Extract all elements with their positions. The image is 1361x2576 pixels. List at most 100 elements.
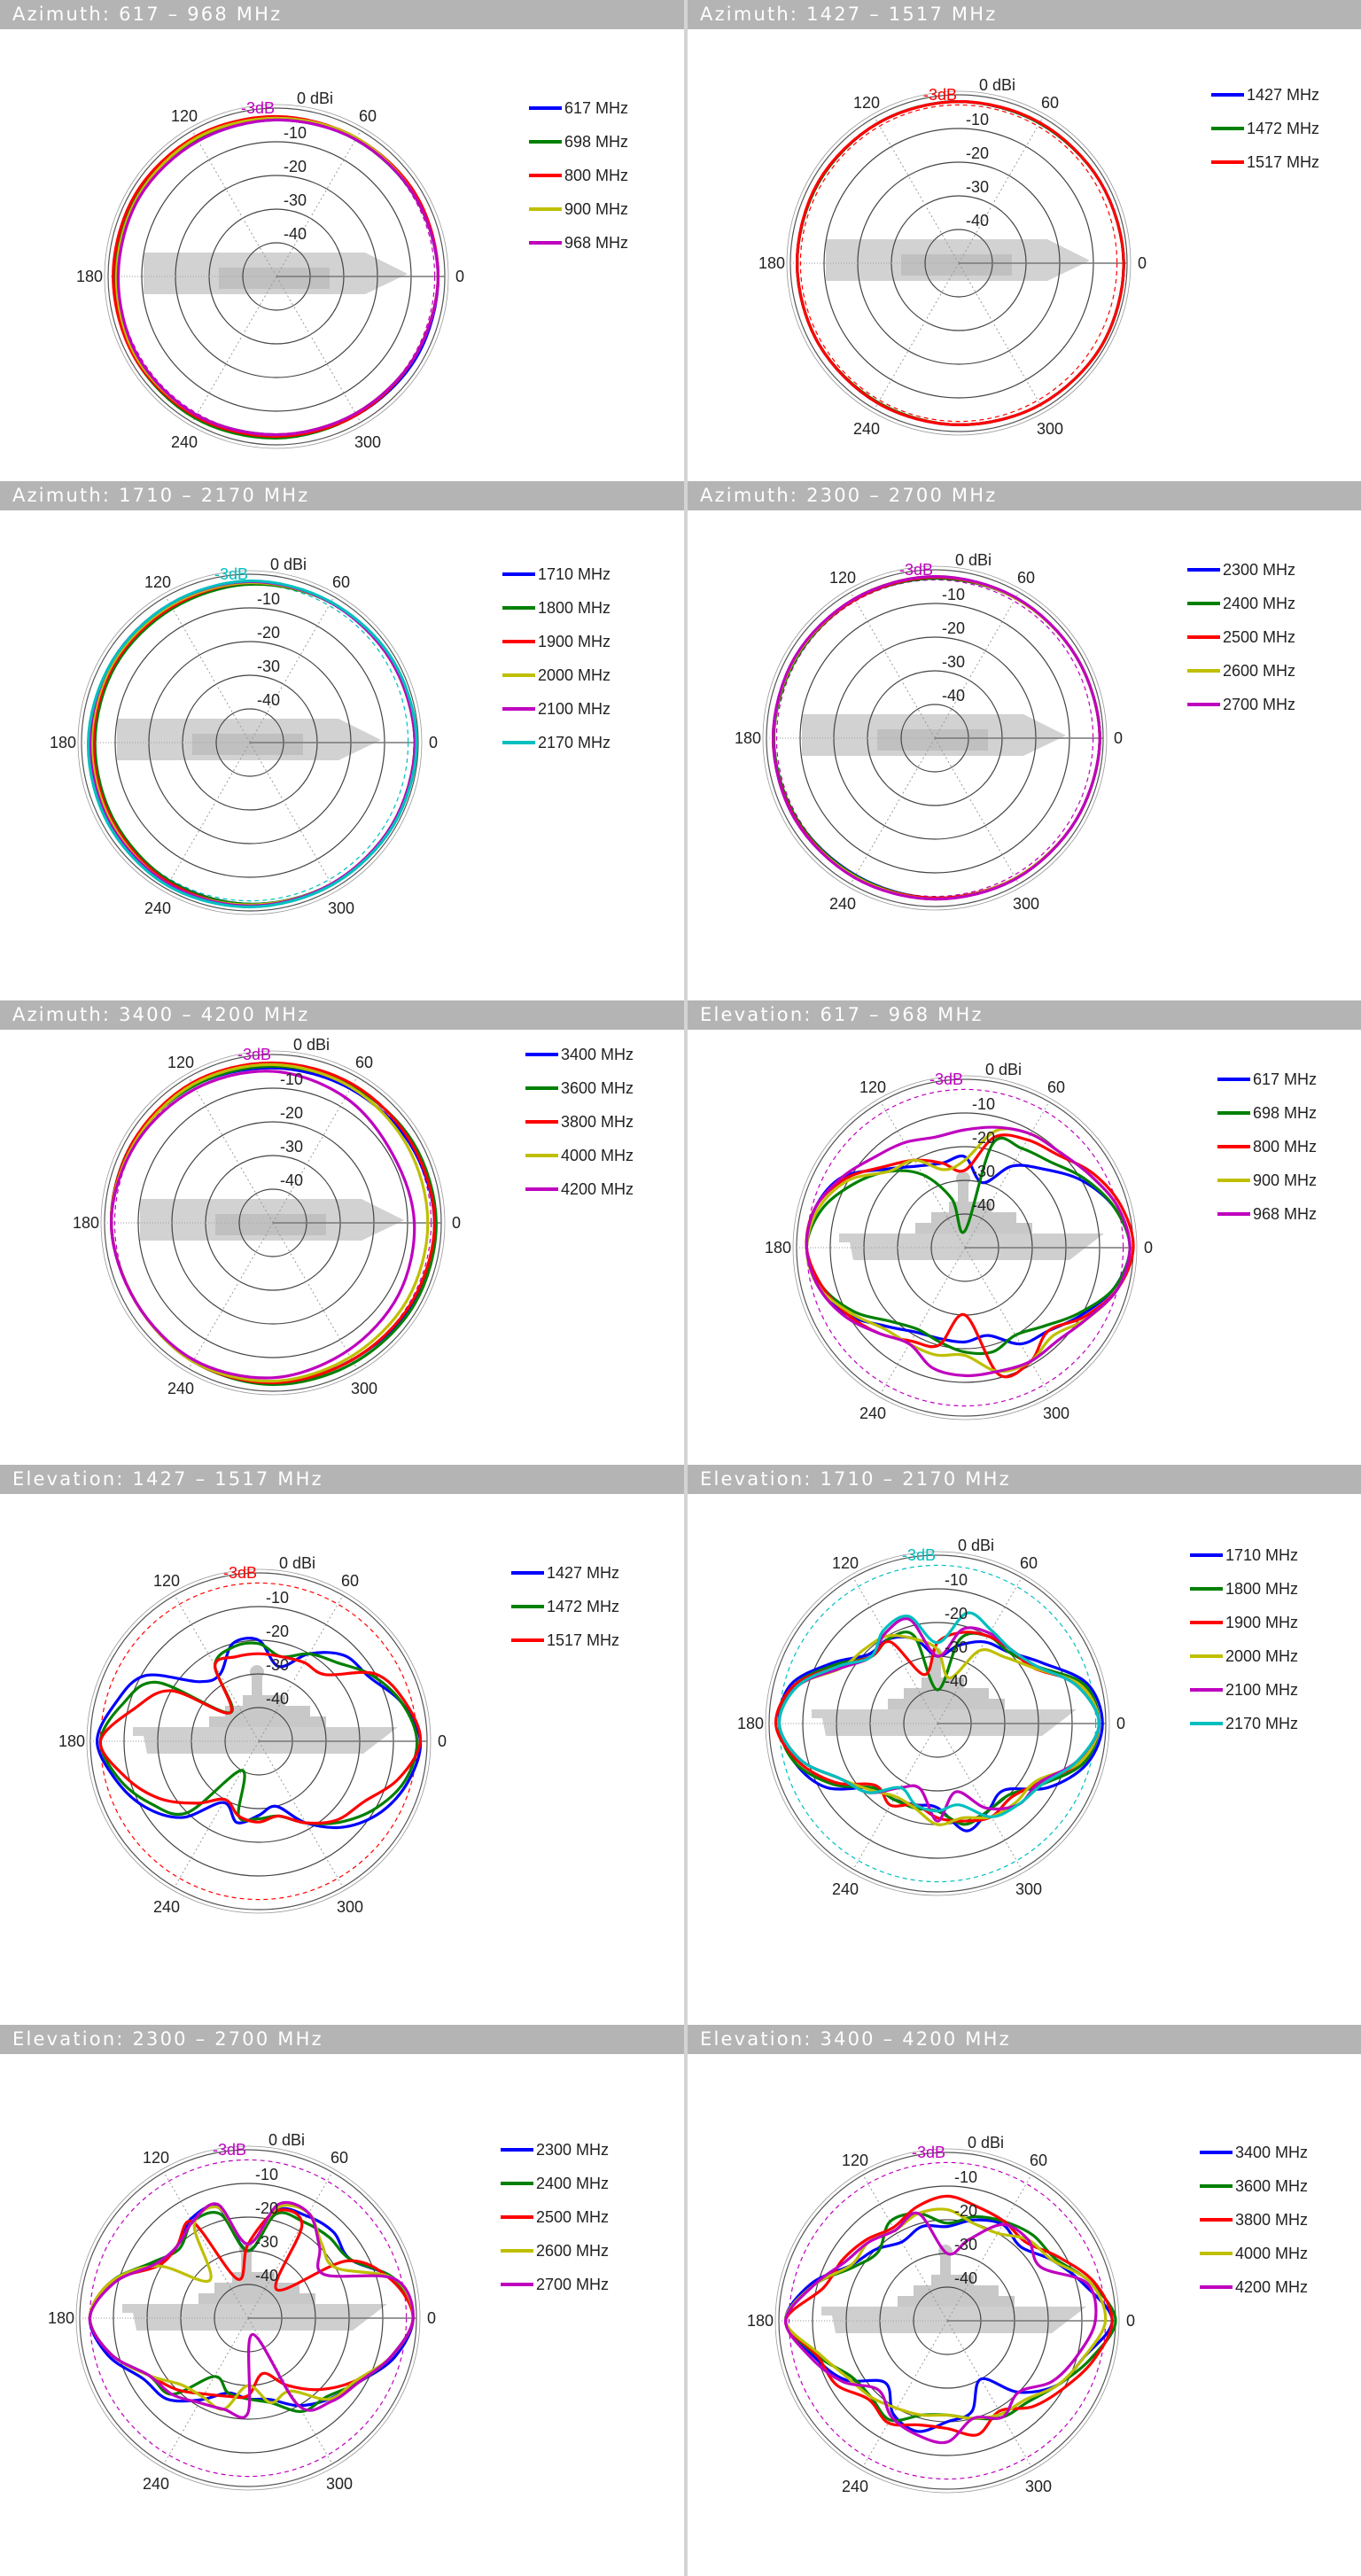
legend-label: 1472 MHz — [1247, 120, 1319, 137]
radial-tick-label: -20 — [945, 1605, 968, 1623]
polar-chart: -3dB 0 dBi -10 -20 -30 -40 0 60 120 180 240 300 1427… — [758, 76, 1319, 438]
radial-tick-label: -40 — [284, 225, 307, 243]
polar-chart: -3dB 0 dBi -10 -20 -30 -40 0 60 120 180 240 300 617 … — [765, 1061, 1317, 1422]
polar-chart: -3dB 0 dBi -10 -20 -30 -40 0 60 120 180 240 300 2300… — [735, 551, 1295, 913]
radial-tick-label: -40 — [255, 2267, 278, 2284]
column-divider — [684, 0, 688, 2576]
angle-tick-label: 240 — [153, 1898, 180, 1916]
angle-tick-label: 60 — [331, 2149, 348, 2167]
radial-tick-label: -30 — [954, 2236, 977, 2253]
grid-spoke — [165, 742, 251, 889]
ship-silhouette — [140, 1199, 404, 1241]
angle-tick-label: 300 — [1025, 2478, 1052, 2495]
panel-title: Elevation: 1427 – 1517 MHz — [0, 1465, 684, 1494]
legend-label: 2170 MHz — [538, 734, 611, 751]
minus-3db-ring — [799, 104, 1118, 423]
legend-label: 900 MHz — [564, 200, 628, 218]
angle-tick-label: 0 — [429, 734, 438, 751]
radial-tick-label: -10 — [972, 1095, 995, 1113]
series-line — [777, 1611, 1100, 1818]
angle-tick-label: 180 — [737, 1715, 764, 1732]
legend-label: 2300 MHz — [1223, 561, 1295, 579]
legend-label: 1900 MHz — [538, 633, 611, 650]
grid-spoke — [276, 130, 362, 277]
angle-tick-label: 60 — [332, 573, 350, 591]
radial-tick-label: -40 — [942, 687, 965, 704]
legend-label: 4200 MHz — [1235, 2278, 1308, 2296]
legend-label: 2500 MHz — [1223, 628, 1295, 646]
grid-spoke — [258, 1740, 344, 1887]
outer-ring — [762, 565, 1108, 911]
angle-tick-label: 300 — [351, 1380, 377, 1397]
ref-label: -3dB — [214, 565, 248, 583]
angle-tick-label: 300 — [1015, 1880, 1042, 1898]
legend-label: 617 MHz — [1253, 1070, 1317, 1088]
radial-tick-label: -40 — [972, 1196, 995, 1214]
legend-label: 800 MHz — [564, 167, 628, 184]
legend-label: 1900 MHz — [1225, 1614, 1298, 1631]
panel-title: Azimuth: 617 – 968 MHz — [0, 0, 684, 29]
grid-spoke — [188, 1077, 274, 1224]
radial-tick-label: -20 — [280, 1104, 303, 1122]
pattern-panel: -3dB 0 dBi -10 -20 -30 -40 0 60 120 180 240 300 2300… — [0, 2025, 684, 2576]
grid-spoke — [862, 2175, 948, 2322]
ref-label: -3dB — [241, 99, 275, 117]
radial-tick-label: -30 — [284, 191, 307, 209]
angle-tick-label: 120 — [853, 94, 880, 112]
legend-label: 800 MHz — [1253, 1138, 1317, 1156]
ref-label: -3dB — [237, 1046, 271, 1063]
angle-tick-label: 180 — [50, 734, 76, 751]
outer-ring — [86, 1568, 432, 1914]
angle-tick-label: 120 — [842, 2152, 868, 2169]
legend-label: 2100 MHz — [1225, 1681, 1298, 1699]
radial-tick-label: 0 dBi — [985, 1061, 1022, 1078]
radial-tick-label: -10 — [966, 111, 989, 128]
angle-tick-label: 240 — [167, 1380, 194, 1397]
grid-spoke — [163, 2172, 249, 2319]
radial-tick-label: 0 dBi — [293, 1036, 330, 1054]
panel-title: Azimuth: 1710 – 2170 MHz — [0, 481, 684, 510]
outer-ring — [765, 1551, 1110, 1896]
angle-tick-label: 120 — [859, 1078, 886, 1096]
panel-title: Elevation: 3400 – 4200 MHz — [688, 2025, 1361, 2054]
radial-tick-label: -10 — [255, 2166, 278, 2183]
outer-ring — [792, 1075, 1138, 1420]
legend-label: 2300 MHz — [536, 2141, 609, 2159]
angle-tick-label: 240 — [829, 895, 856, 913]
outer-ring — [75, 2145, 421, 2491]
series-line — [783, 2211, 1098, 2445]
angle-tick-label: 60 — [1017, 569, 1035, 587]
series-line — [116, 118, 439, 437]
angle-tick-label: 180 — [58, 1732, 85, 1750]
legend-label: 2600 MHz — [1223, 662, 1295, 680]
legend-label: 4000 MHz — [561, 1147, 634, 1164]
radial-tick-label: -20 — [972, 1129, 995, 1147]
series-line — [98, 1652, 423, 1825]
angle-tick-label: 300 — [354, 433, 381, 451]
legend-label: 1800 MHz — [538, 599, 611, 617]
grid-spoke — [852, 1577, 938, 1724]
grid-spoke — [964, 1247, 1050, 1394]
pattern-panel: -3dB 0 dBi -10 -20 -30 -40 0 60 120 180 240 300 1710… — [688, 1465, 1361, 2025]
radial-tick-label: -40 — [266, 1690, 289, 1708]
angle-tick-label: 0 — [1144, 1239, 1153, 1257]
ship-silhouette — [144, 253, 408, 294]
radial-tick-label: -20 — [954, 2202, 977, 2220]
legend-label: 2700 MHz — [536, 2276, 609, 2293]
series-line — [110, 1070, 416, 1380]
grid-spoke — [272, 1077, 358, 1224]
radial-tick-label: -30 — [966, 178, 989, 196]
radial-tick-label: 0 dBi — [270, 556, 307, 573]
angle-tick-label: 180 — [73, 1214, 99, 1232]
radial-tick-label: 0 dBi — [279, 1554, 315, 1572]
polar-chart: -3dB 0 dBi -10 -20 -30 -40 0 60 120 180 240 300 617 … — [76, 89, 628, 451]
angle-tick-label: 120 — [144, 573, 171, 591]
outer-ring — [77, 570, 423, 915]
ref-label: -3dB — [912, 2144, 945, 2161]
angle-tick-label: 300 — [1043, 1405, 1069, 1422]
pattern-panel: -3dB 0 dBi -10 -20 -30 -40 0 60 120 180 240 300 1427… — [0, 1465, 684, 2025]
angle-tick-label: 240 — [171, 433, 198, 451]
angle-tick-label: 60 — [1047, 1078, 1065, 1096]
legend-label: 3400 MHz — [1235, 2144, 1308, 2161]
angle-tick-label: 0 — [455, 268, 464, 285]
